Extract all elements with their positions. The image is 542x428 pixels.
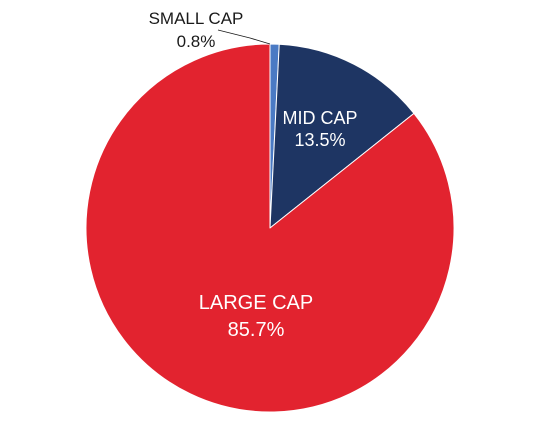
leader-line-small-cap [217, 29, 271, 45]
slice-value-mid-cap: 13.5% [294, 130, 345, 150]
slice-value-large-cap: 85.7% [228, 319, 285, 341]
slice-label-mid-cap: MID CAP [282, 108, 357, 128]
slice-label-large-cap: LARGE CAP [199, 292, 313, 314]
slice-value-small-cap: 0.8% [177, 32, 216, 51]
slice-label-small-cap: SMALL CAP [149, 9, 244, 28]
leader-lines [217, 29, 271, 45]
pie-slices [85, 43, 455, 413]
pie-slice-mid-cap [269, 43, 415, 229]
pie-slice-large-cap [85, 43, 455, 413]
